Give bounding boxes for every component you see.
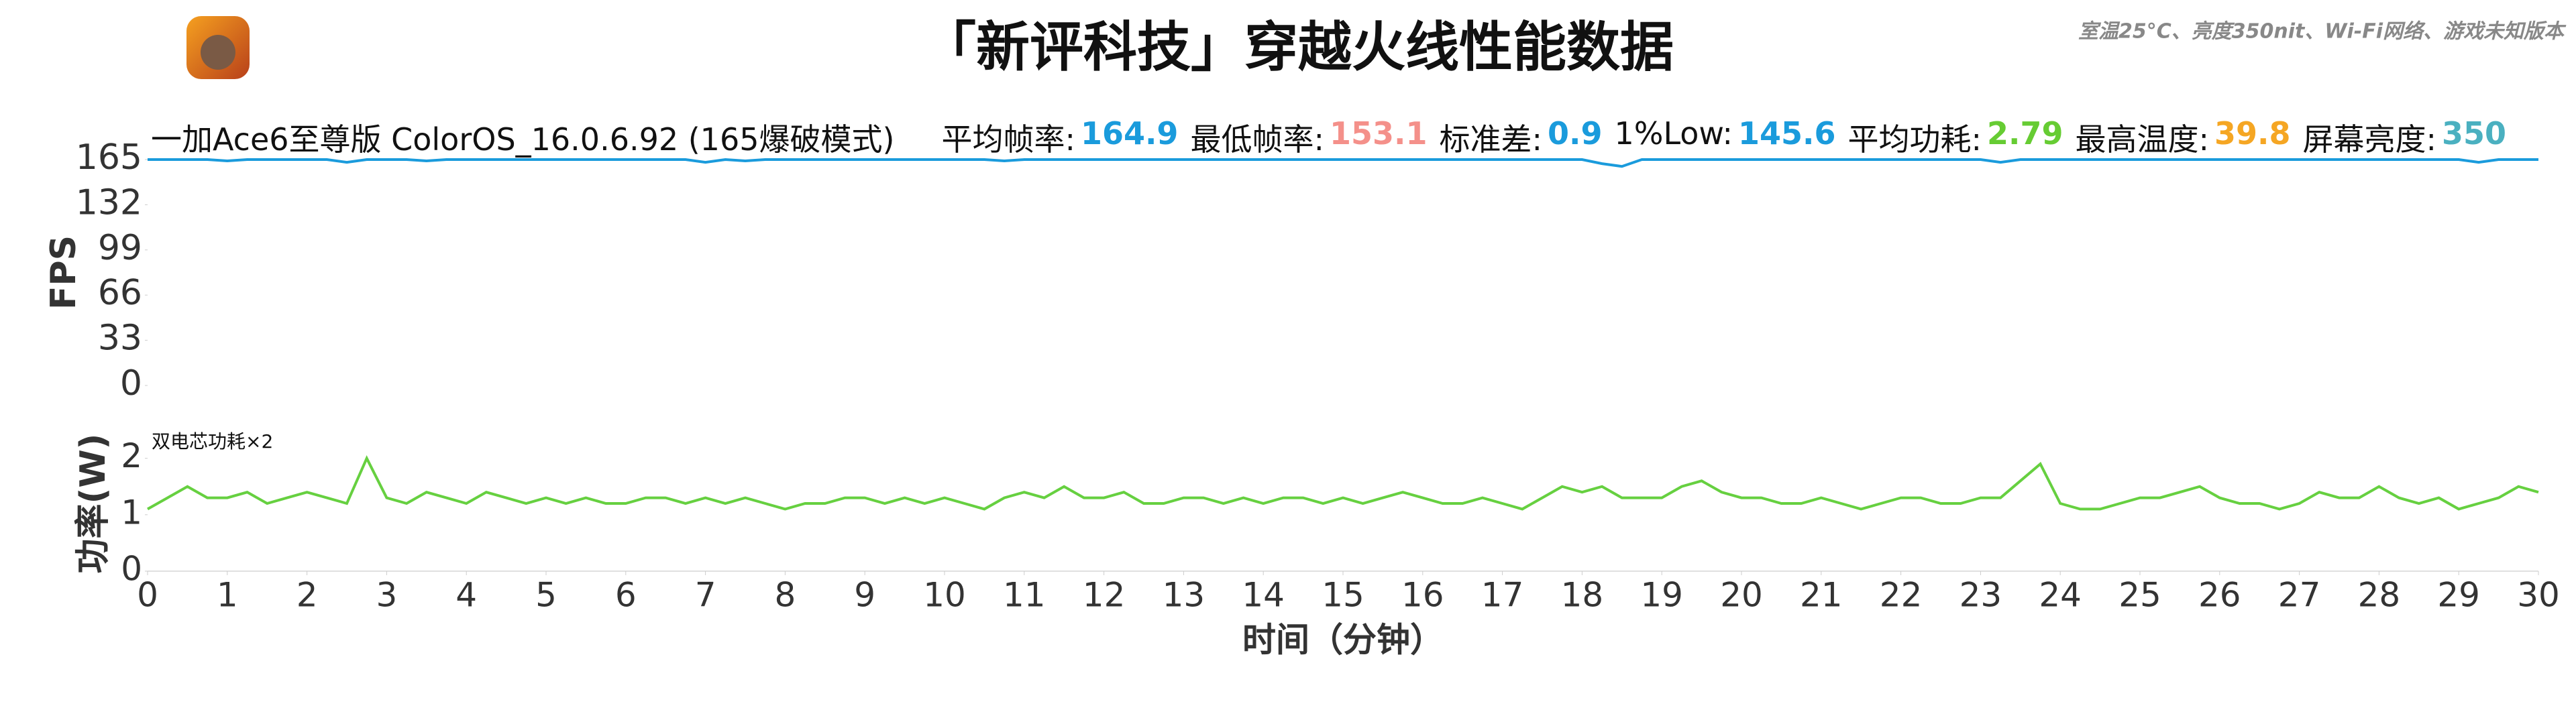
stat-value: 2.79 [1987, 115, 2063, 152]
x-tick-label: 14 [1242, 576, 1285, 615]
x-tick-label: 16 [1401, 576, 1444, 615]
test-note: 室温25°C、亮度350nit、Wi-Fi网络、游戏未知版本 [2078, 20, 2567, 44]
x-tick-label: 28 [2358, 576, 2401, 615]
app-icon-face [201, 35, 235, 70]
x-tick-label: 9 [854, 576, 875, 615]
y-axis-title: 功率(W) [73, 434, 113, 574]
x-tick-label: 27 [2278, 576, 2321, 615]
x-tick-label: 23 [1960, 576, 2002, 615]
y-tick-label: 1 [121, 493, 142, 532]
stat-label: 最低帧率: [1190, 121, 1324, 158]
x-tick-label: 15 [1322, 576, 1364, 615]
x-tick-label: 0 [137, 576, 158, 615]
y-tick-label: 99 [98, 228, 142, 268]
stats-line: 一加Ace6至尊版 ColorOS_16.0.6.92 (165爆破模式) 平均… [151, 115, 2566, 160]
x-tick-label: 1 [217, 576, 238, 615]
chart-title: 「新评科技」穿越火线性能数据 [922, 16, 1674, 78]
x-tick-label: 4 [455, 576, 477, 615]
y-tick-label: 33 [98, 318, 142, 359]
y-tick-label: 0 [120, 363, 142, 404]
device-info: 一加Ace6至尊版 ColorOS_16.0.6.92 (165爆破模式) [151, 121, 895, 158]
stat-value: 164.9 [1080, 115, 1179, 152]
x-tick-label: 21 [1800, 576, 1843, 615]
y-axis-title: FPS [44, 235, 84, 310]
stat-value: 39.8 [2214, 115, 2291, 152]
data-line [148, 158, 2538, 168]
stat-value: 145.6 [1738, 115, 1836, 152]
stat-value: 153.1 [1329, 115, 1428, 152]
stat-label: 1%Low: [1614, 115, 1733, 152]
x-tick-label: 30 [2517, 576, 2560, 615]
x-tick-label: 19 [1640, 576, 1683, 615]
y-tick-label: 0 [121, 550, 142, 589]
x-tick-label: 6 [615, 576, 637, 615]
x-tick-label: 26 [2198, 576, 2241, 615]
x-tick-label: 10 [923, 576, 966, 615]
x-tick-label: 11 [1003, 576, 1046, 615]
x-tick-label: 5 [535, 576, 557, 615]
stat-value: 350 [2442, 115, 2507, 152]
x-tick-label: 13 [1163, 576, 1205, 615]
x-tick-label: 22 [1880, 576, 1923, 615]
x-tick-label: 12 [1083, 576, 1126, 615]
x-tick-label: 20 [1720, 576, 1763, 615]
stat-label: 最高温度: [2075, 121, 2210, 158]
y-tick-label: 66 [98, 273, 142, 313]
stat-label: 标准差: [1439, 121, 1542, 158]
x-tick-label: 7 [695, 576, 716, 615]
stat-label: 屏幕亮度: [2302, 121, 2437, 158]
x-tick-label: 8 [774, 576, 796, 615]
stat-label: 平均帧率: [941, 121, 1075, 158]
x-tick-label: 24 [2039, 576, 2082, 615]
x-axis-title: 时间（分钟） [1242, 621, 1444, 660]
x-tick-label: 18 [1561, 576, 1604, 615]
data-line [147, 455, 2539, 511]
stat-label: 平均功耗: [1847, 121, 1982, 158]
x-tick-label: 3 [376, 576, 397, 615]
y-tick-label: 165 [76, 137, 142, 178]
y-tick-label: 2 [121, 436, 142, 475]
y-tick-label: 132 [76, 182, 142, 223]
x-tick-label: 29 [2437, 576, 2480, 615]
stat-value: 0.9 [1547, 115, 1603, 152]
x-tick-label: 2 [297, 576, 318, 615]
annotation: 双电芯功耗×2 [152, 430, 273, 452]
x-tick-label: 17 [1481, 576, 1524, 615]
x-tick-label: 25 [2118, 576, 2161, 615]
